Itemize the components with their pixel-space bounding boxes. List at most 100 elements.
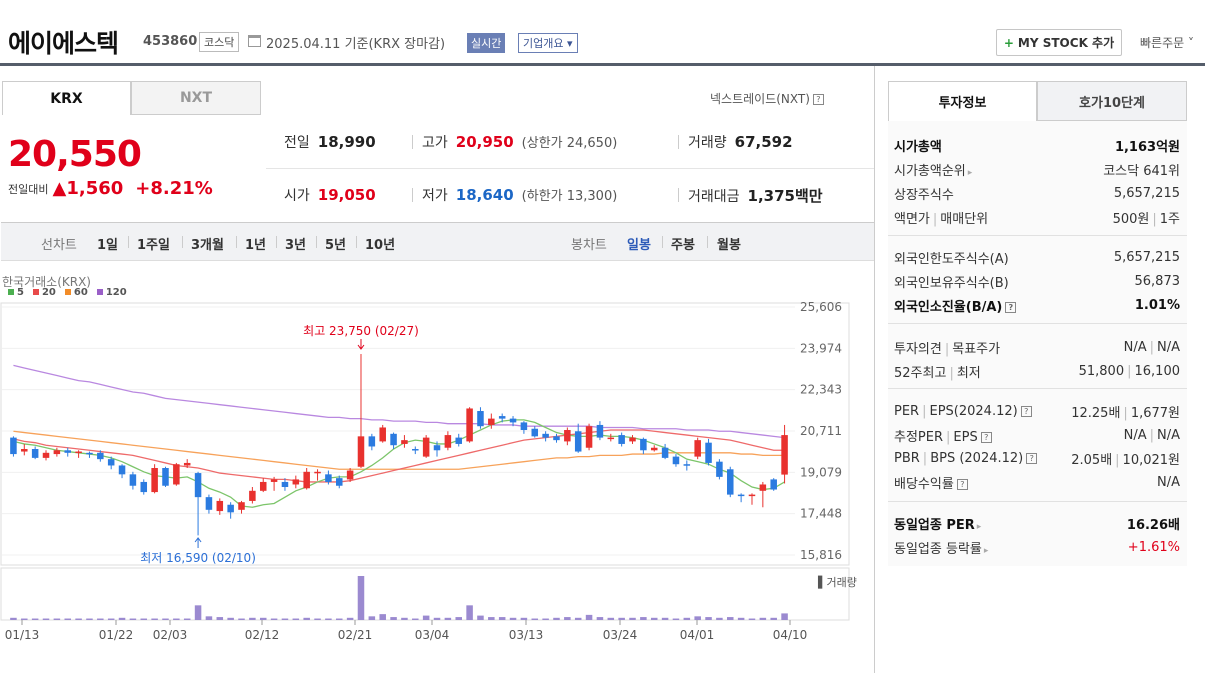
moving-average-ma20 — [13, 429, 785, 483]
candle-monthly[interactable]: 월봉 — [717, 238, 741, 253]
candle-body — [21, 449, 28, 452]
volume-bar — [607, 617, 615, 620]
candle-body — [194, 473, 202, 498]
tab-order-book[interactable]: 호가10단계 — [1037, 81, 1187, 121]
info-label: 외국인한도주식수(A) — [894, 251, 1009, 267]
quick-order-button[interactable]: 빠른주문 ˅ — [1140, 36, 1194, 50]
bps-label: BPS (2024.12) — [930, 450, 1024, 466]
volume-bar — [650, 617, 658, 620]
candle-body — [770, 479, 777, 490]
trading-unit-label: 매매단위 — [940, 211, 989, 227]
period-5y[interactable]: 5년 — [325, 238, 347, 253]
arrow-right-icon: ▸ — [983, 545, 989, 556]
volume-bar — [574, 617, 582, 620]
candle-body — [390, 433, 397, 446]
candle-body — [488, 418, 495, 425]
info-value: 코스닥 641위 — [1103, 163, 1180, 179]
change-amount: ▲1,560 — [52, 178, 124, 199]
help-icon[interactable]: ? — [1026, 452, 1038, 464]
volume-bar — [770, 617, 777, 620]
volume-bar — [433, 617, 441, 620]
candle-body — [292, 479, 300, 485]
candle-body — [737, 494, 745, 497]
volume-bar — [162, 618, 169, 620]
y-tick-label: 19,079 — [800, 465, 842, 479]
line-chart-label[interactable]: 선차트 — [41, 238, 77, 253]
help-icon[interactable]: ? — [812, 94, 824, 105]
help-icon[interactable]: ? — [1005, 301, 1017, 313]
realtime-button[interactable]: 실시간 — [467, 33, 506, 53]
arrow-right-icon: ▸ — [967, 167, 973, 178]
period-3m[interactable]: 3개월 — [191, 238, 224, 253]
low-price: 저가 18,640 (하한가 13,300) — [422, 185, 617, 205]
info-label: 동일업종 등락률 ▸ — [894, 538, 988, 557]
divider — [236, 236, 237, 248]
volume-bar — [553, 617, 560, 620]
market-cap-rank-label: 시가총액순위 — [894, 163, 966, 179]
volume-bar — [564, 617, 571, 620]
y-tick-label: 25,606 — [800, 300, 842, 314]
candle-weekly[interactable]: 주봉 — [671, 238, 695, 253]
volume-bar — [325, 618, 332, 620]
moving-average-ma120 — [13, 364, 785, 439]
volume-bar — [194, 605, 202, 620]
info-value: 16.26배 — [1126, 517, 1180, 533]
help-icon[interactable]: ? — [1020, 405, 1032, 417]
candle-body — [455, 437, 462, 444]
candle-body — [64, 450, 71, 453]
info-value: 5,657,215 — [1113, 185, 1180, 201]
separator: | — [1115, 452, 1120, 468]
legend-ma120: 120 — [96, 287, 127, 298]
volume-bar — [759, 617, 767, 620]
info-row[interactable]: 동일업종 PER ▸ 16.26배 — [894, 512, 1180, 534]
period-10y[interactable]: 10년 — [365, 238, 396, 253]
eps-label: EPS(2024.12) — [929, 403, 1018, 419]
period-1d[interactable]: 1일 — [97, 238, 119, 253]
legend-swatch — [96, 289, 103, 295]
info-value: 2.05배 | 10,021원 — [1071, 449, 1180, 468]
info-label: 외국인소진율(B/A)? — [894, 296, 1017, 315]
x-tick-label: 04/10 — [773, 628, 808, 642]
tab-krx[interactable]: KRX — [2, 81, 131, 115]
volume-bar — [705, 617, 712, 620]
volume-bar — [205, 616, 213, 620]
info-row: 추정PER | EPS? N/A | N/A — [894, 424, 1180, 446]
candle-body — [716, 461, 723, 477]
help-icon[interactable]: ? — [956, 478, 968, 490]
candle-daily[interactable]: 일봉 — [627, 238, 651, 253]
period-3y[interactable]: 3년 — [285, 238, 307, 253]
volume-bar — [444, 617, 452, 620]
info-row[interactable]: 시가총액순위 ▸ 코스닥 641위 — [894, 158, 1180, 180]
help-icon[interactable]: ? — [980, 431, 992, 443]
separator: | — [946, 429, 951, 445]
stock-chart[interactable]: 25,606 23,974 22,343 20,711 19,079 17,448 15,8… — [0, 196, 874, 646]
separator: | — [1149, 427, 1154, 443]
info-value: 1,163억원 — [1114, 139, 1180, 155]
legend-swatch — [8, 289, 14, 295]
candle-body — [238, 502, 245, 510]
volume-bar — [542, 618, 549, 620]
company-overview-button[interactable]: 기업개요 ▾ — [518, 33, 578, 53]
candle-body — [325, 474, 332, 482]
volume-bar — [683, 617, 691, 620]
y-tick-label: 17,448 — [800, 507, 842, 521]
period-1w[interactable]: 1주일 — [137, 238, 170, 253]
tab-invest-info[interactable]: 투자정보 — [888, 81, 1037, 121]
info-row: 52주최고 | 최저 51,800 | 16,100 — [894, 360, 1180, 382]
low-52w-label: 최저 — [956, 365, 981, 381]
separator: | — [1127, 363, 1132, 379]
nextrade-link[interactable]: 넥스트레이드(NXT)? — [710, 90, 824, 107]
legend-ma5-label: 5 — [17, 287, 24, 298]
tab-nxt[interactable]: NXT — [131, 81, 261, 115]
add-my-stock-label: MY STOCK 추가 — [1017, 36, 1115, 50]
candle-chart-label[interactable]: 봉차트 — [571, 238, 607, 253]
add-my-stock-button[interactable]: + MY STOCK 추가 — [996, 29, 1122, 56]
info-value: N/A | N/A — [1124, 428, 1180, 443]
separator: | — [922, 403, 927, 419]
candle-body — [694, 440, 701, 457]
candle-body — [336, 478, 343, 486]
period-1y[interactable]: 1년 — [245, 238, 267, 253]
candle-body — [357, 436, 365, 467]
info-row[interactable]: 동일업종 등락률 ▸ +1.61% — [894, 536, 1180, 558]
info-value: 56,873 — [1134, 273, 1181, 289]
